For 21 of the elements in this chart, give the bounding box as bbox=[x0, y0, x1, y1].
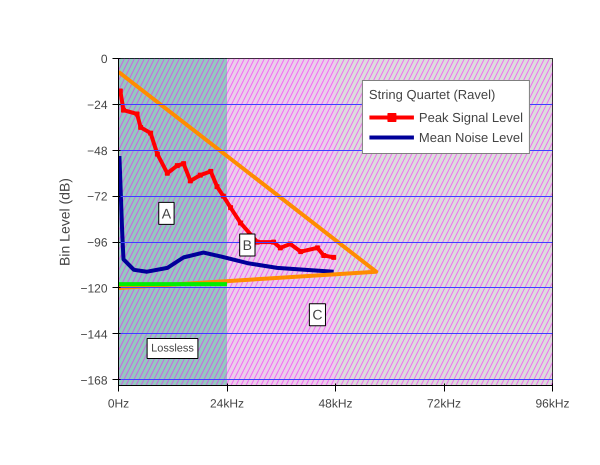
y-tick-label: 0 bbox=[100, 52, 108, 66]
y-tick-label: −48 bbox=[87, 144, 108, 158]
y-tick-label: −144 bbox=[80, 327, 108, 342]
legend-label: Peak Signal Level bbox=[418, 110, 523, 124]
x-tick-label: 96kHz bbox=[535, 396, 570, 410]
annotation: C bbox=[312, 306, 322, 323]
annotation: B bbox=[242, 236, 252, 253]
x-tick-label: 48kHz bbox=[318, 396, 353, 410]
y-tick-label: −120 bbox=[80, 281, 108, 296]
annotation: Lossless bbox=[151, 342, 194, 354]
legend-title: String Quartet (Ravel) bbox=[368, 87, 496, 102]
x-tick-label: 0Hz bbox=[108, 396, 130, 410]
y-tick-label: −168 bbox=[80, 373, 108, 388]
x-tick-label: 72kHz bbox=[426, 396, 462, 410]
legend-label: Mean Noise Level bbox=[418, 130, 523, 144]
y-tick-label: −96 bbox=[87, 236, 108, 250]
x-tick-label: 24kHz bbox=[210, 396, 244, 410]
y-axis-title: Bin Level (dB) bbox=[56, 178, 72, 266]
y-tick-label: −24 bbox=[87, 98, 108, 112]
annotation: A bbox=[162, 205, 172, 222]
y-tick-label: −72 bbox=[87, 190, 108, 204]
